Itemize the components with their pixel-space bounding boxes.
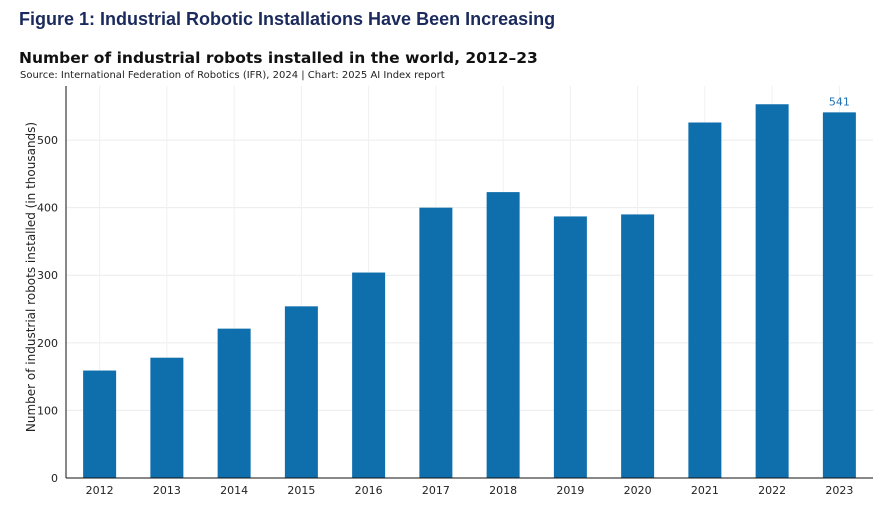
chart-title: Number of industrial robots installed in… xyxy=(19,49,538,67)
tick-labels: 0 100 200 300 400 500 2012 2013 2014 2015 2016 2017… xyxy=(37,134,853,497)
figure-heading: Figure 1: Industrial Robotic Installatio… xyxy=(19,9,556,29)
x-tick-label: 2021 xyxy=(691,484,719,497)
bar-2019 xyxy=(553,216,587,478)
bar-2020 xyxy=(621,214,655,478)
x-tick-label: 2017 xyxy=(422,484,450,497)
x-tick-label: 2022 xyxy=(758,484,786,497)
y-tick-label: 500 xyxy=(37,134,58,147)
bar-2021 xyxy=(688,122,722,478)
x-tick-label: 2018 xyxy=(489,484,517,497)
data-label: 541 xyxy=(829,95,850,108)
bar-2018 xyxy=(486,192,520,478)
x-tick-label: 2016 xyxy=(355,484,383,497)
y-tick-label: 400 xyxy=(37,202,58,215)
x-tick-label: 2012 xyxy=(86,484,114,497)
bar-2013 xyxy=(150,357,184,478)
bar-2022 xyxy=(755,104,789,478)
bar-2023 xyxy=(822,112,856,479)
gridlines xyxy=(66,86,873,478)
x-tick-label: 2019 xyxy=(556,484,584,497)
x-tick-label: 2014 xyxy=(220,484,248,497)
x-tick-label: 2015 xyxy=(287,484,315,497)
axes xyxy=(65,86,873,479)
bar-2017 xyxy=(419,207,453,479)
y-axis-title: Number of industrial robots installed (i… xyxy=(24,122,38,432)
x-tick-label: 2020 xyxy=(624,484,652,497)
x-tick-label: 2013 xyxy=(153,484,181,497)
y-tick-label: 0 xyxy=(51,472,58,485)
bar-2015 xyxy=(284,306,318,478)
y-tick-label: 200 xyxy=(37,337,58,350)
bar-2016 xyxy=(352,272,386,478)
y-tick-label: 300 xyxy=(37,269,58,282)
chart-source: Source: International Federation of Robo… xyxy=(20,70,445,81)
bar-2014 xyxy=(217,328,251,478)
bar-2012 xyxy=(83,370,117,478)
data-labels: 541 xyxy=(829,95,850,108)
x-tick-label: 2023 xyxy=(825,484,853,497)
y-tick-label: 100 xyxy=(37,404,58,417)
bars xyxy=(83,104,856,479)
